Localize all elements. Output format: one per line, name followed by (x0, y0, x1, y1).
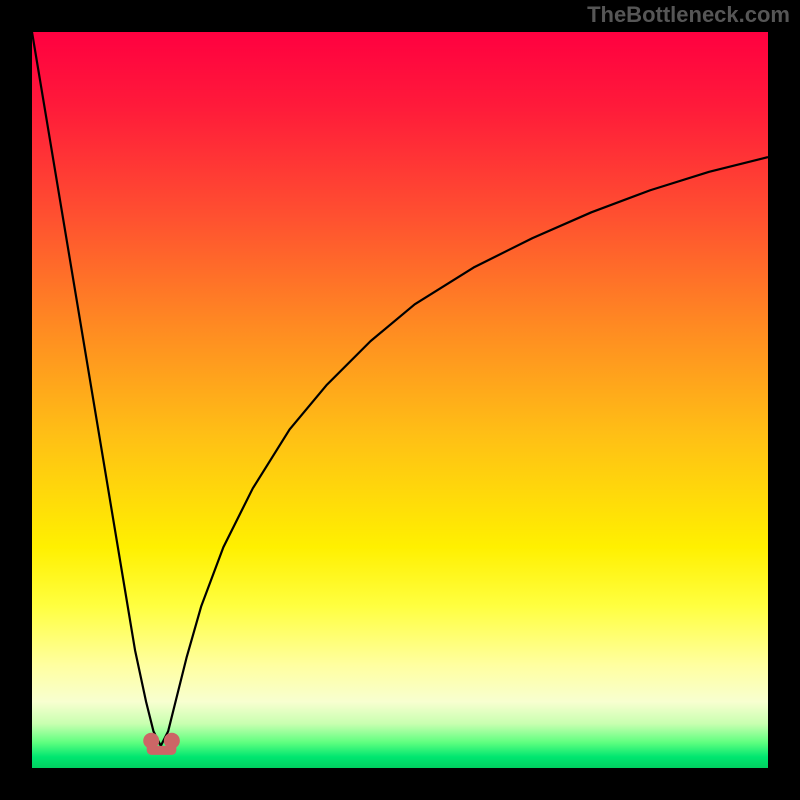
chart-svg (32, 32, 768, 768)
figure-container: TheBottleneck.com (0, 0, 800, 800)
valley-dot (143, 733, 159, 749)
gradient-background (32, 32, 768, 768)
watermark-text: TheBottleneck.com (587, 2, 790, 28)
valley-dot (164, 733, 180, 749)
plot-area (32, 32, 768, 768)
